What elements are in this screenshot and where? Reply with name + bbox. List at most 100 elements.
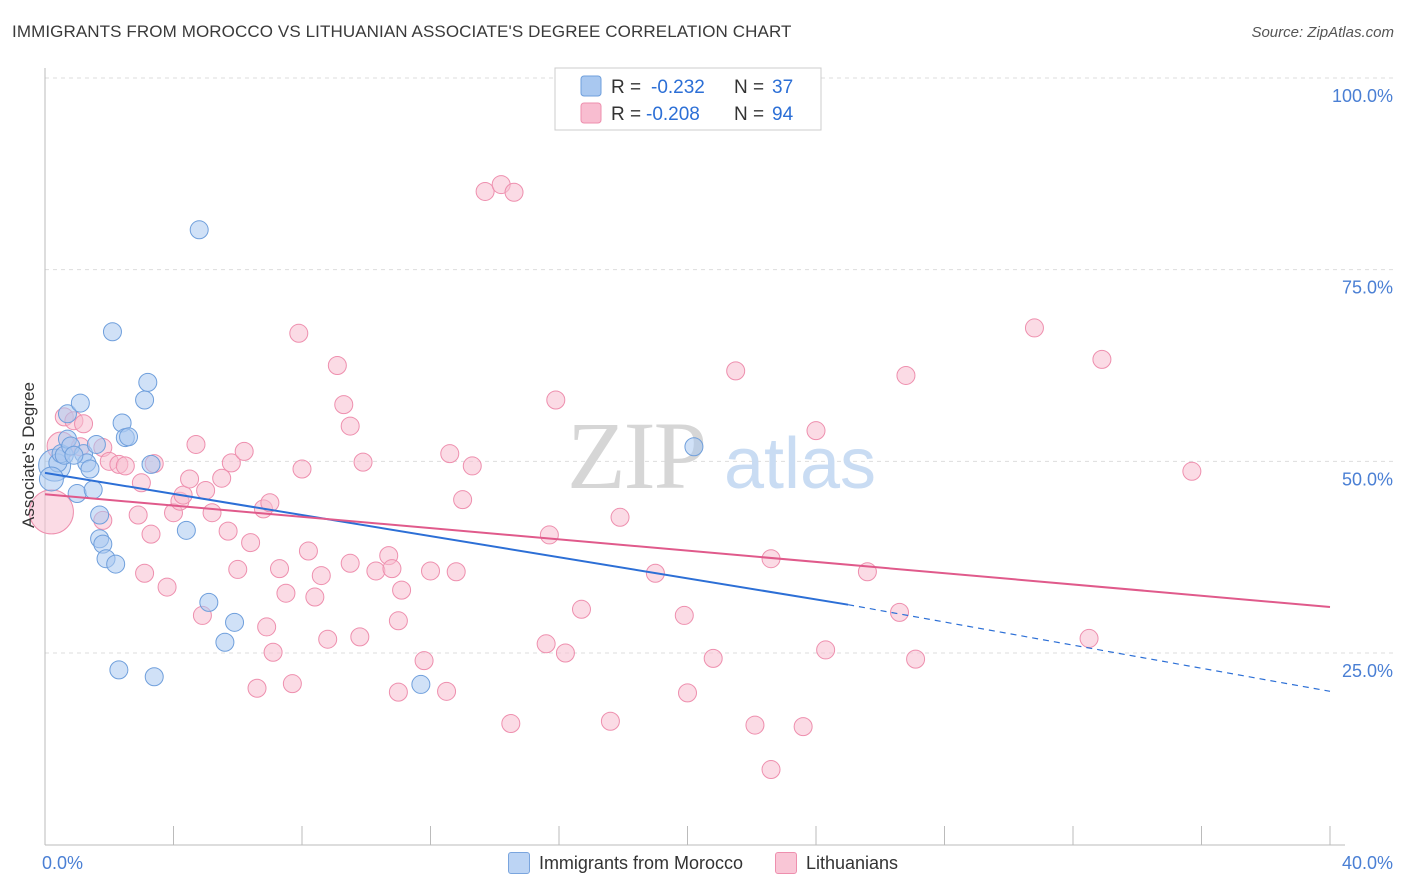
lithuanians-point-44: [334, 395, 354, 415]
legend-n-label-morocco: N =: [734, 77, 764, 98]
lithuanians-point-86: [1024, 318, 1044, 338]
lithuanians-point-20: [186, 434, 206, 454]
lithuanians-point-87: [1079, 628, 1099, 648]
lithuanians-point-70: [600, 711, 620, 731]
lithuanians-point-77: [745, 715, 765, 735]
lithuanians-point-41: [311, 566, 331, 586]
chart-title: IMMIGRANTS FROM MOROCCO VS LITHUANIAN AS…: [12, 22, 792, 41]
lithuanians-point-76: [726, 361, 746, 381]
lithuanians-point-22: [196, 480, 216, 500]
lithuanians-point-37: [289, 323, 309, 343]
morocco-point-28: [176, 520, 196, 540]
lithuanians-point-26: [221, 453, 241, 473]
legend-r-label-morocco: R =: [611, 77, 641, 98]
series-legend: Immigrants from Morocco Lithuanians: [0, 852, 1406, 874]
morocco-point-31: [215, 632, 235, 652]
morocco-point-29: [189, 220, 209, 240]
lithuanians-point-59: [446, 562, 466, 582]
y-tick-label-0: 25.0%: [1342, 661, 1393, 681]
morocco-point-20: [109, 660, 129, 680]
series-legend-item-morocco: Immigrants from Morocco: [507, 852, 743, 874]
morocco-point-34: [684, 437, 704, 457]
lithuanians-point-83: [890, 602, 910, 622]
lithuanians-point-30: [247, 678, 267, 698]
lithuanians-point-55: [414, 651, 434, 671]
legend-r-value-lithuanians: -0.208: [646, 104, 700, 125]
watermark: ZIP atlas: [567, 402, 876, 509]
data-points: [28, 175, 1202, 780]
morocco-point-23: [119, 427, 139, 447]
chart-source: Source: ZipAtlas.com: [1251, 24, 1394, 41]
lithuanians-point-80: [793, 717, 813, 737]
y-axis-label: Associate's Degree: [19, 382, 38, 528]
lithuanians-point-74: [678, 683, 697, 703]
lithuanians-point-92: [263, 642, 283, 662]
legend-r-label-lithuanians: R =: [611, 104, 641, 125]
lithuanians-point-13: [141, 524, 161, 544]
morocco-point-18: [102, 322, 122, 342]
lithuanians-point-60: [453, 490, 473, 510]
lithuanians-point-85: [906, 649, 926, 669]
lithuanians-point-39: [298, 541, 318, 561]
legend-swatch-lithuanians: [580, 102, 602, 124]
lithuanians-point-38: [292, 459, 312, 479]
lithuanians-point-11: [128, 505, 148, 525]
trend-lines: [44, 471, 1331, 692]
lithuanians-point-64: [504, 182, 524, 202]
legend-swatch-morocco: [580, 75, 602, 97]
lithuanians-point-51: [382, 559, 402, 579]
lithuanians-point-5: [74, 414, 94, 434]
y-tick-label-1: 50.0%: [1342, 469, 1393, 489]
lithuanians-point-32: [257, 617, 277, 637]
morocco-point-30: [199, 592, 219, 612]
morocco-point-36: [64, 445, 84, 465]
lithuanians-point-71: [610, 507, 630, 527]
lithuanians-point-56: [421, 561, 440, 581]
morocco-point-14: [90, 505, 110, 525]
legend-n-value-morocco: 37: [772, 77, 793, 98]
x-tick-label-1: 40.0%: [1342, 853, 1393, 873]
lithuanians-point-45: [340, 553, 360, 573]
series-swatch-lithuanians: [774, 852, 797, 874]
lithuanians-point-10: [115, 456, 135, 476]
lithuanians-point-15: [157, 577, 177, 597]
morocco-point-24: [135, 390, 155, 410]
legend-r-value-morocco: -0.232: [651, 77, 705, 98]
stats-legend: R = -0.232 N = 37 R = -0.208 N = 94: [554, 67, 822, 131]
lithuanians-point-27: [228, 559, 248, 579]
morocco-point-33: [411, 674, 431, 694]
lithuanians-point-48: [353, 452, 373, 472]
trend-line-lithuanians: [44, 493, 1331, 608]
x-tick-label-0: 0.0%: [42, 853, 83, 873]
tick-labels: 25.0% 50.0% 75.0% 100.0% 0.0% 40.0%: [42, 86, 1393, 873]
lithuanians-point-66: [539, 525, 559, 545]
legend-n-value-lithuanians: 94: [772, 104, 794, 125]
lithuanians-point-75: [703, 648, 723, 668]
trend-line-morocco-extension: [848, 604, 1331, 692]
morocco-point-27: [144, 667, 164, 687]
series-morocco-points: [38, 220, 704, 694]
morocco-point-32: [225, 612, 245, 632]
legend-n-label-lithuanians: N =: [734, 104, 764, 125]
lithuanians-point-43: [327, 356, 347, 375]
y-tick-label-2: 75.0%: [1342, 278, 1393, 298]
lithuanians-point-25: [218, 521, 238, 541]
lithuanians-point-65: [536, 634, 556, 654]
lithuanians-point-88: [1092, 349, 1112, 369]
lithuanians-point-73: [674, 605, 694, 625]
lithuanians-point-93: [806, 421, 826, 441]
lithuanians-point-89: [1182, 461, 1202, 481]
morocco-point-25: [138, 372, 158, 392]
lithuanians-point-46: [340, 416, 360, 436]
lithuanians-point-36: [282, 674, 302, 694]
lithuanians-point-58: [440, 444, 460, 464]
lithuanians-point-78: [761, 760, 781, 780]
morocco-point-8: [70, 393, 90, 413]
lithuanians-point-63: [501, 714, 521, 734]
lithuanians-point-28: [234, 441, 254, 461]
lithuanians-point-49: [366, 561, 386, 581]
lithuanians-point-61: [475, 181, 495, 201]
lithuanians-point-57: [437, 681, 457, 701]
lithuanians-point-35: [276, 583, 296, 603]
